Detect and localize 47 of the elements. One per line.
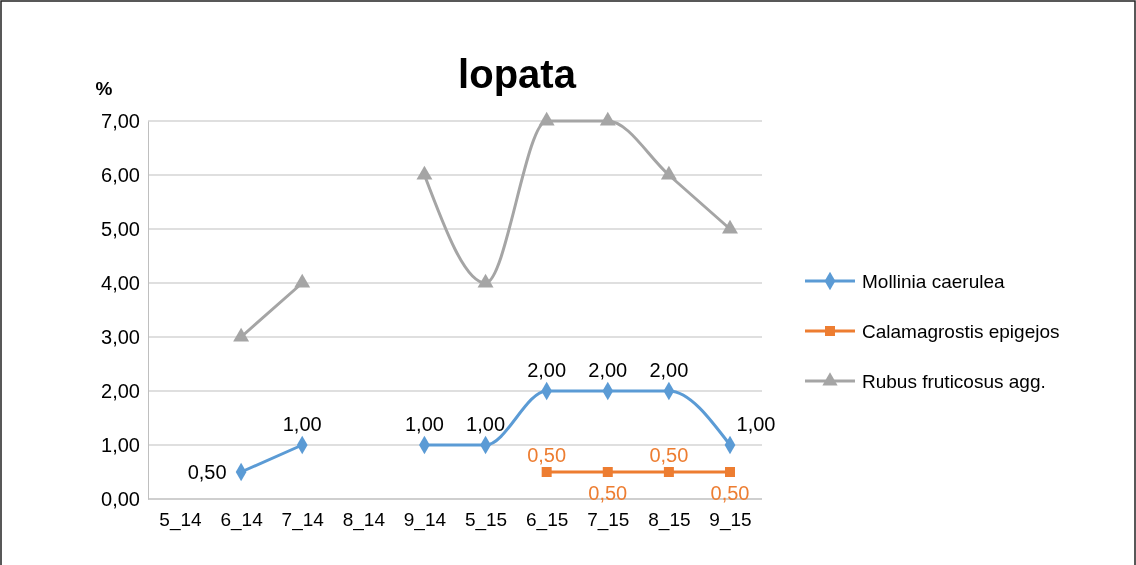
y-tick-label: 7,00 — [101, 109, 140, 132]
y-tick-label: 1,00 — [101, 433, 140, 456]
y-tick-label: 6,00 — [101, 163, 140, 186]
point — [233, 327, 250, 342]
y-tick-label: 0,00 — [101, 487, 140, 510]
data-label: 0,50 — [588, 482, 628, 504]
point — [663, 467, 674, 477]
x-tick-label: 7_14 — [281, 509, 325, 532]
point — [538, 111, 555, 126]
x-tick-label: 9_14 — [403, 509, 447, 532]
point — [294, 273, 311, 288]
point — [725, 467, 735, 477]
x-tick-label: 8_14 — [342, 509, 386, 532]
y-tick-label: 3,00 — [101, 325, 140, 348]
data-label: 0,50 — [187, 461, 227, 483]
data-label: 1,00 — [404, 413, 444, 435]
x-tick-label: 9_15 — [709, 509, 752, 532]
point — [722, 219, 738, 234]
y-tick-label: 4,00 — [101, 271, 140, 294]
point — [477, 273, 494, 288]
data-label: 1,00 — [736, 413, 776, 435]
data-label: 0,50 — [527, 444, 567, 466]
data-label: 2,00 — [588, 359, 628, 381]
x-tick-label: 8_15 — [648, 509, 691, 532]
x-tick-label: 6_14 — [220, 509, 264, 532]
legend-label: Rubus fruticosus agg. — [862, 371, 1046, 392]
x-tick-label: 5_15 — [464, 509, 508, 532]
point — [416, 165, 433, 180]
x-tick-label: 7_15 — [587, 509, 630, 532]
chart-title: lopata — [458, 52, 577, 96]
x-tick-label: 6_15 — [526, 509, 569, 532]
y-tick-label: 5,00 — [101, 217, 140, 240]
point — [599, 111, 616, 126]
y-tick-label: 2,00 — [101, 379, 140, 402]
data-label: 1,00 — [466, 413, 506, 435]
data-label: 2,00 — [649, 359, 689, 381]
legend-label: Mollinia caerulea — [862, 271, 1006, 292]
data-label: 0,50 — [649, 444, 689, 466]
point — [602, 467, 613, 477]
legend-label: Calamagrostis epigejos — [862, 321, 1060, 342]
x-tick-label: 5_14 — [159, 509, 203, 532]
point — [660, 165, 677, 180]
data-label: 2,00 — [527, 359, 567, 381]
point — [541, 467, 552, 477]
data-label: 1,00 — [282, 413, 322, 435]
y-axis-title: % — [95, 78, 113, 99]
data-label: 0,50 — [710, 482, 750, 504]
